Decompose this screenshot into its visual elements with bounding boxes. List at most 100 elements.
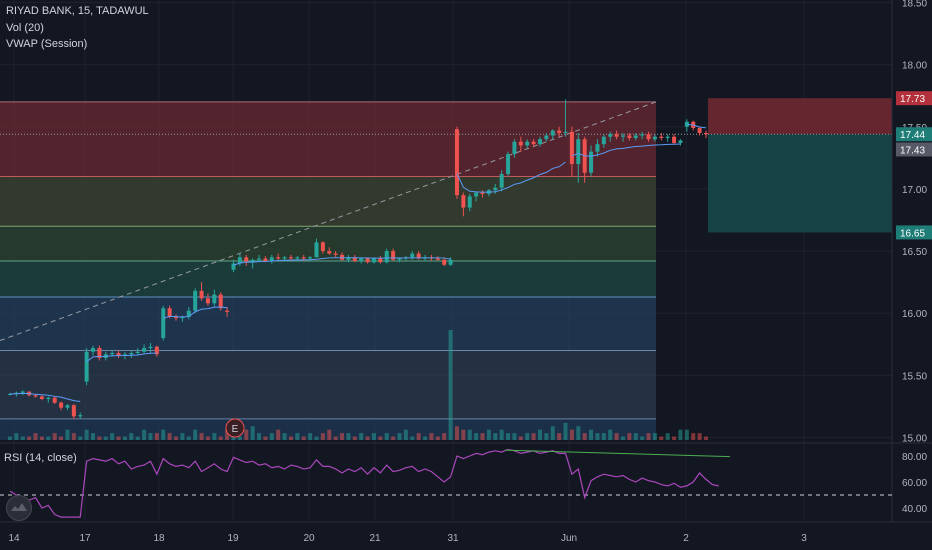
- volume-bar: [59, 436, 64, 440]
- time-tick-label: Jun: [561, 533, 577, 544]
- candle-body: [416, 253, 421, 259]
- candle-body: [557, 130, 562, 133]
- candle-body: [250, 259, 255, 263]
- volume-bar: [359, 433, 364, 440]
- price-tag-prev: [896, 142, 932, 157]
- volume-bar: [333, 436, 338, 440]
- volume-bar: [327, 429, 332, 440]
- candle-body: [320, 242, 325, 252]
- candle-body: [244, 257, 249, 263]
- volume-bar: [589, 429, 594, 440]
- price-tick-label: 16.50: [902, 247, 927, 258]
- candle-body: [91, 348, 96, 352]
- candle-body: [665, 136, 670, 138]
- candle-body: [525, 141, 530, 146]
- candle-body: [544, 135, 549, 140]
- earnings-marker-label: E: [232, 424, 239, 435]
- volume-bar: [135, 436, 140, 440]
- time-tick-label: 31: [447, 533, 459, 544]
- candle-body: [135, 351, 140, 353]
- candle-body: [225, 310, 230, 312]
- volume-bar: [308, 433, 313, 440]
- volume-bar: [486, 429, 491, 440]
- volume-bar: [186, 436, 191, 440]
- volume-bar: [218, 436, 223, 440]
- volume-bar: [633, 433, 638, 440]
- volume-bar: [493, 433, 498, 440]
- volume-bar: [544, 433, 549, 440]
- candle-body: [174, 316, 179, 319]
- candle-body: [97, 348, 102, 358]
- candle-body: [474, 192, 479, 197]
- volume-bar: [697, 433, 702, 440]
- volume-legend[interactable]: Vol (20): [6, 22, 44, 34]
- candle-body: [633, 135, 638, 138]
- vwap-line: [233, 257, 451, 266]
- candle-body: [461, 195, 466, 208]
- volume-bar: [423, 436, 428, 440]
- volume-bar: [531, 433, 536, 440]
- price-tag-last: [896, 127, 932, 142]
- volume-bar: [672, 436, 677, 440]
- rsi-legend[interactable]: RSI (14, close): [4, 452, 77, 464]
- volume-bar: [269, 433, 274, 440]
- candle-body: [499, 174, 504, 188]
- volume-bar: [180, 433, 185, 440]
- volume-bar: [154, 433, 159, 440]
- volume-bar: [78, 436, 83, 440]
- candle-body: [704, 132, 708, 135]
- candle-body: [569, 131, 574, 165]
- price-tick-label: 15.50: [902, 371, 927, 382]
- candle-body: [52, 397, 57, 403]
- volume-bar: [506, 433, 511, 440]
- volume-bar: [397, 433, 402, 440]
- candle-body: [506, 154, 511, 175]
- tradingview-logo-glyph: [11, 503, 27, 511]
- candle-body: [589, 151, 594, 173]
- volume-bar: [582, 433, 587, 440]
- volume-bar: [52, 433, 57, 440]
- volume-bar: [91, 433, 96, 440]
- volume-bar: [33, 433, 38, 440]
- price-tag-stop: [896, 225, 932, 240]
- symbol-legend[interactable]: RIYAD BANK, 15, TADAWUL: [6, 5, 149, 17]
- volume-bar: [193, 429, 198, 440]
- candle-body: [531, 141, 536, 145]
- candle-body: [601, 136, 606, 145]
- candle-body: [640, 134, 645, 136]
- volume-bar: [346, 433, 351, 440]
- candle-body: [129, 352, 134, 355]
- volume-bar: [665, 433, 670, 440]
- volume-bar: [65, 429, 70, 440]
- volume-bar: [378, 436, 383, 440]
- volume-bar: [467, 429, 472, 440]
- fib-zone: [0, 226, 656, 262]
- volume-bar: [20, 436, 25, 440]
- volume-bar: [557, 433, 562, 440]
- candle-body: [167, 308, 172, 317]
- candle-body: [537, 139, 542, 145]
- volume-bar: [39, 436, 44, 440]
- time-tick-label: 18: [153, 533, 165, 544]
- volume-bar: [627, 433, 632, 440]
- candle-body: [627, 135, 632, 138]
- volume-bar: [263, 436, 268, 440]
- vwap-line: [163, 306, 228, 319]
- volume-bar: [429, 433, 434, 440]
- candle-body: [8, 394, 12, 396]
- vwap-legend[interactable]: VWAP (Session): [6, 38, 88, 50]
- volume-bar: [84, 429, 89, 440]
- volume-bar: [448, 330, 453, 440]
- candle-body: [308, 257, 313, 259]
- volume-bar: [27, 436, 32, 440]
- volume-bar: [340, 433, 345, 440]
- time-tick-label: 19: [227, 533, 239, 544]
- price-tag-target: [896, 91, 932, 106]
- candle-body: [659, 136, 664, 138]
- candle-body: [218, 294, 223, 309]
- volume-bar: [384, 433, 389, 440]
- price-tick-label: 17.00: [902, 185, 927, 196]
- volume-bar: [608, 429, 613, 440]
- tradingview-logo-icon[interactable]: [6, 495, 32, 521]
